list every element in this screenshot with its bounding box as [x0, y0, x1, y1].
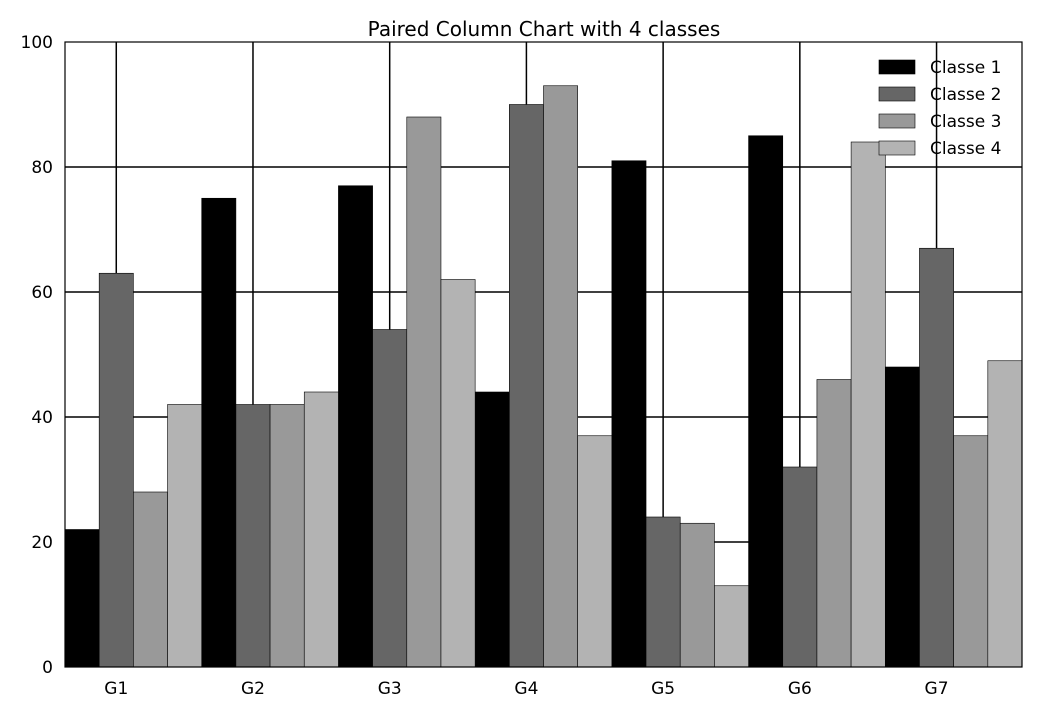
bar: [611, 160, 647, 668]
bar: [98, 272, 134, 668]
bar: [679, 522, 715, 668]
bar: [64, 529, 100, 668]
legend-label: Classe 1: [930, 58, 1001, 78]
bar: [406, 116, 442, 668]
bar: [645, 516, 681, 668]
x-axis: G1 G2 G3 G4 G5 G6 G7: [104, 679, 948, 699]
legend-label: Classe 2: [930, 85, 1001, 105]
bar: [133, 491, 168, 668]
bar: [919, 247, 954, 668]
bar: [509, 104, 544, 668]
legend-label: Classe 3: [930, 112, 1001, 132]
x-tick-label: G6: [788, 679, 812, 699]
bar: [577, 435, 613, 668]
bar: [884, 366, 920, 668]
bar: [269, 404, 305, 668]
x-tick-label: G2: [241, 679, 265, 699]
y-tick-label: 100: [21, 33, 53, 53]
bar: [167, 404, 203, 668]
x-tick-label: G1: [104, 679, 128, 699]
legend-swatch: [878, 86, 916, 102]
y-tick-label: 60: [31, 283, 53, 303]
x-tick-label: G4: [514, 679, 538, 699]
bar: [474, 391, 510, 668]
plot-frame: [64, 41, 1023, 668]
legend: Classe 1 Classe 2 Classe 3 Classe 4: [878, 58, 1001, 159]
bar: [782, 466, 818, 668]
y-tick-label: 0: [42, 658, 53, 678]
bar: [953, 435, 989, 668]
bar: [850, 141, 886, 668]
bar: [714, 585, 749, 668]
bar: [987, 360, 1023, 668]
x-tick-label: G5: [651, 679, 675, 699]
bar: [235, 404, 271, 668]
y-tick-label: 80: [31, 158, 53, 178]
bar: [338, 185, 373, 668]
bar: [372, 329, 408, 668]
y-tick-label: 20: [31, 533, 53, 553]
y-axis: 0 20 40 60 80 100: [21, 33, 53, 678]
bar: [816, 379, 852, 668]
chart-title: Paired Column Chart with 4 classes: [368, 17, 721, 41]
x-tick-label: G7: [925, 679, 949, 699]
bar: [303, 391, 339, 668]
legend-swatch: [878, 113, 916, 129]
bars: [64, 85, 1023, 668]
bar: [543, 85, 578, 668]
bar: [440, 279, 476, 668]
bar: [201, 197, 237, 668]
y-tick-label: 40: [31, 408, 53, 428]
legend-swatch: [878, 59, 916, 75]
legend-swatch: [878, 140, 916, 156]
x-tick-label: G3: [378, 679, 402, 699]
bar: [748, 135, 784, 668]
legend-label: Classe 4: [930, 139, 1001, 159]
